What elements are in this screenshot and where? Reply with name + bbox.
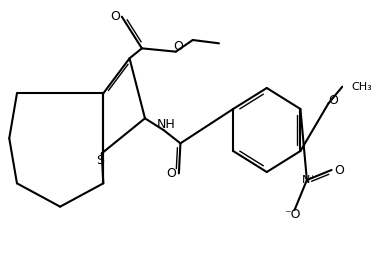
Text: O: O	[111, 10, 120, 23]
Text: O: O	[174, 40, 184, 53]
Text: O: O	[334, 163, 344, 177]
Text: ⁻O: ⁻O	[285, 209, 301, 221]
Text: O: O	[167, 167, 177, 180]
Text: S: S	[96, 154, 104, 167]
Text: N⁺: N⁺	[302, 175, 316, 185]
Text: CH₃: CH₃	[352, 82, 371, 92]
Text: NH: NH	[157, 119, 175, 131]
Text: O: O	[328, 94, 338, 107]
